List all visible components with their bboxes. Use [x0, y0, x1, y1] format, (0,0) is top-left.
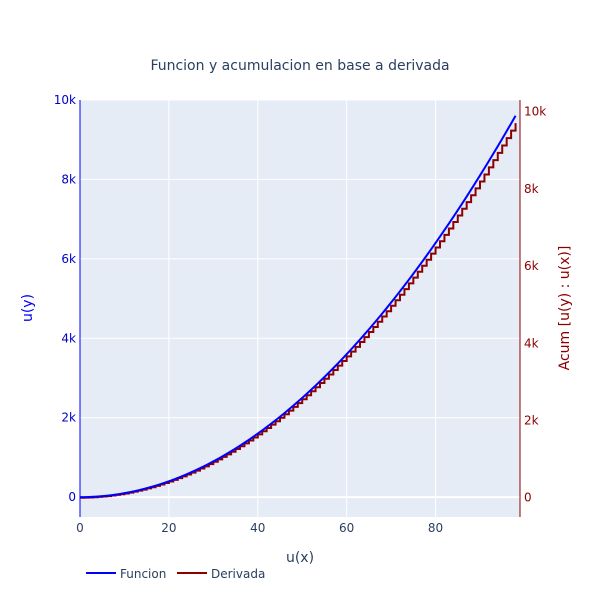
legend[interactable]: Funcion Derivada [86, 567, 265, 581]
right-y-tick-label: 8k [524, 182, 539, 196]
left-y-tick-label: 4k [61, 331, 76, 345]
x-tick-label: 60 [339, 521, 354, 535]
left-y-tick-label: 2k [61, 411, 76, 425]
right-y-tick-label: 10k [524, 105, 546, 119]
right-y-tick-label: 0 [524, 491, 532, 505]
x-tick-label: 40 [250, 521, 265, 535]
x-tick-label: 20 [161, 521, 176, 535]
right-y-ticks: 0 2k 4k 6k 8k 10k [524, 105, 546, 505]
legend-item-funcion[interactable]: Funcion [86, 567, 166, 581]
x-ticks: 0 20 40 60 80 [76, 521, 443, 535]
x-tick-label: 80 [428, 521, 443, 535]
left-y-tick-label: 6k [61, 252, 76, 266]
left-y-tick-label: 0 [68, 490, 76, 504]
right-y-tick-label: 2k [524, 413, 539, 427]
left-y-ticks: 0 2k 4k 6k 8k 10k [54, 93, 76, 504]
funcion-line [79, 115, 517, 499]
legend-item-derivada[interactable]: Derivada [177, 567, 265, 581]
x-tick-label: 0 [76, 521, 84, 535]
right-y-tick-label: 6k [524, 259, 539, 273]
right-y-tick-label: 4k [524, 336, 539, 350]
legend-label-derivada: Derivada [211, 567, 265, 581]
grid [80, 99, 520, 517]
x-axis-label: u(x) [286, 550, 314, 566]
legend-label-funcion: Funcion [120, 567, 166, 581]
right-y-axis-label: Acum [u(y) : u(x)] [557, 246, 573, 371]
left-y-tick-label: 10k [54, 93, 76, 107]
chart-title: Funcion y acumulacion en base a derivada [150, 58, 449, 74]
left-y-axis-label: u(y) [20, 294, 36, 322]
funcion-series [79, 115, 517, 499]
left-y-tick-label: 8k [61, 172, 76, 186]
plot-area [80, 100, 520, 517]
